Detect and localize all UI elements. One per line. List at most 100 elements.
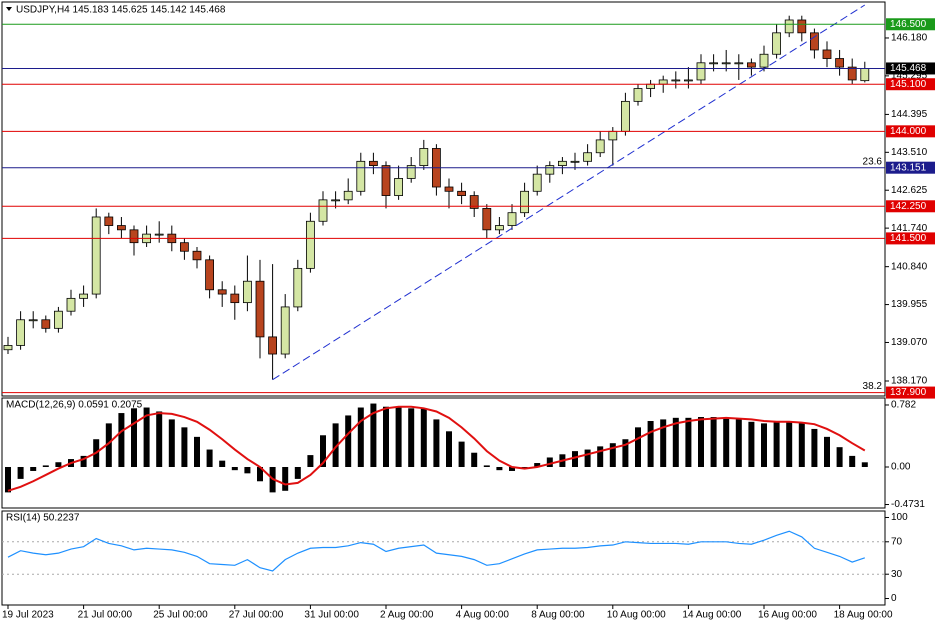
- macd-bar: [761, 423, 767, 467]
- macd-bar: [345, 415, 352, 467]
- macd-bar: [798, 422, 805, 467]
- macd-bar: [194, 436, 200, 467]
- y-tick-label: 0.00: [891, 462, 911, 473]
- candle-body: [343, 190, 353, 201]
- candle-body: [66, 297, 76, 312]
- rsi-title: RSI(14) 50.2237: [6, 513, 80, 524]
- candle-body: [255, 280, 265, 338]
- candle-body: [621, 100, 630, 132]
- x-tick-label: 16 Aug 00:00: [758, 610, 817, 621]
- level-label: 145.468: [890, 63, 927, 74]
- candle-body: [406, 165, 416, 179]
- candle-body: [709, 62, 718, 65]
- candle-body: [230, 293, 240, 304]
- y-tick-label: 70: [891, 536, 903, 547]
- candle-body: [772, 32, 781, 55]
- candle-body: [154, 233, 164, 236]
- x-tick-label: 25 Jul 00:00: [153, 610, 208, 621]
- price-title: USDJPY,H4 145.183 145.625 145.142 145.46…: [16, 5, 226, 16]
- candle-body: [331, 199, 341, 202]
- level-label-box: [886, 125, 935, 138]
- macd-bar: [219, 460, 226, 467]
- y-tick-label: 142.625: [891, 185, 928, 196]
- macd-bar: [118, 413, 125, 467]
- macd-bar: [748, 421, 755, 467]
- y-tick-label: 0: [891, 593, 897, 604]
- macd-bar: [546, 457, 553, 467]
- candle-body: [205, 259, 215, 291]
- candle-body: [860, 68, 870, 82]
- x-tick-label: 18 Aug 00:00: [834, 610, 893, 621]
- macd-bar: [143, 407, 150, 467]
- macd-bar: [572, 451, 578, 467]
- x-tick-label: 31 Jul 00:00: [304, 610, 359, 621]
- macd-bar: [320, 435, 326, 467]
- candle-body: [179, 242, 189, 252]
- macd-bar: [257, 466, 263, 482]
- candle-body: [419, 148, 429, 166]
- macd-bar: [168, 419, 175, 467]
- macd-bar: [836, 447, 843, 467]
- candle-body: [595, 139, 605, 154]
- macd-bar: [156, 411, 163, 467]
- candle-body: [658, 79, 668, 85]
- candle-body: [734, 62, 744, 65]
- macd-bar: [773, 421, 780, 467]
- level-label-box: [886, 18, 935, 31]
- macd-bar: [660, 419, 667, 467]
- rsi-line: [7, 530, 865, 572]
- candle-body: [822, 49, 832, 59]
- macd-bar: [622, 439, 629, 467]
- level-label: 145.100: [890, 79, 927, 90]
- macd-bar: [420, 408, 427, 467]
- candle-body: [721, 62, 731, 65]
- candle-body: [520, 190, 529, 214]
- macd-bar: [597, 446, 604, 467]
- candle-body: [305, 220, 315, 269]
- candle-body: [835, 58, 844, 68]
- macd-bar: [408, 408, 415, 467]
- candle-body: [293, 267, 303, 308]
- macd-bar: [42, 465, 49, 467]
- candle-body: [759, 53, 769, 68]
- candle-body: [3, 345, 13, 351]
- candle-body: [570, 160, 580, 163]
- macd-bar: [383, 406, 389, 467]
- menu-arrow: [6, 7, 12, 11]
- y-tick-label: 30: [891, 569, 903, 580]
- macd-bar: [735, 419, 742, 467]
- macd-bar: [17, 466, 24, 479]
- candle-body: [507, 212, 517, 226]
- candle-body: [16, 319, 26, 346]
- macd-bar: [206, 449, 213, 467]
- macd-bar: [446, 431, 452, 467]
- macd-panel: [1, 397, 886, 509]
- candle-body: [242, 280, 252, 304]
- fib-label: 23.6: [863, 156, 883, 167]
- candle-body: [381, 165, 391, 196]
- y-tick-label: 143.510: [891, 147, 928, 158]
- candle-body: [356, 160, 366, 192]
- y-tick-label: 140.840: [891, 261, 928, 272]
- candle-body: [54, 310, 63, 329]
- price-panel: [1, 1, 886, 397]
- macd-bar: [635, 427, 641, 467]
- macd-bar: [80, 455, 87, 467]
- candle-body: [318, 199, 328, 222]
- macd-bar: [131, 408, 137, 467]
- level-label: 146.500: [890, 19, 927, 30]
- macd-bar: [332, 423, 339, 467]
- macd-bar: [5, 466, 11, 493]
- x-tick-label: 21 Jul 00:00: [78, 610, 133, 621]
- macd-bar: [370, 403, 377, 467]
- candle-body: [368, 160, 378, 166]
- macd-bar: [471, 452, 478, 467]
- candle-body: [696, 62, 706, 81]
- y-tick-label: 138.170: [891, 376, 928, 387]
- macd-bar: [458, 441, 465, 467]
- macd-bar: [231, 466, 238, 471]
- candle-body: [684, 79, 693, 82]
- trendline: [272, 4, 866, 381]
- macd-bar: [849, 455, 856, 467]
- candle-body: [847, 66, 857, 81]
